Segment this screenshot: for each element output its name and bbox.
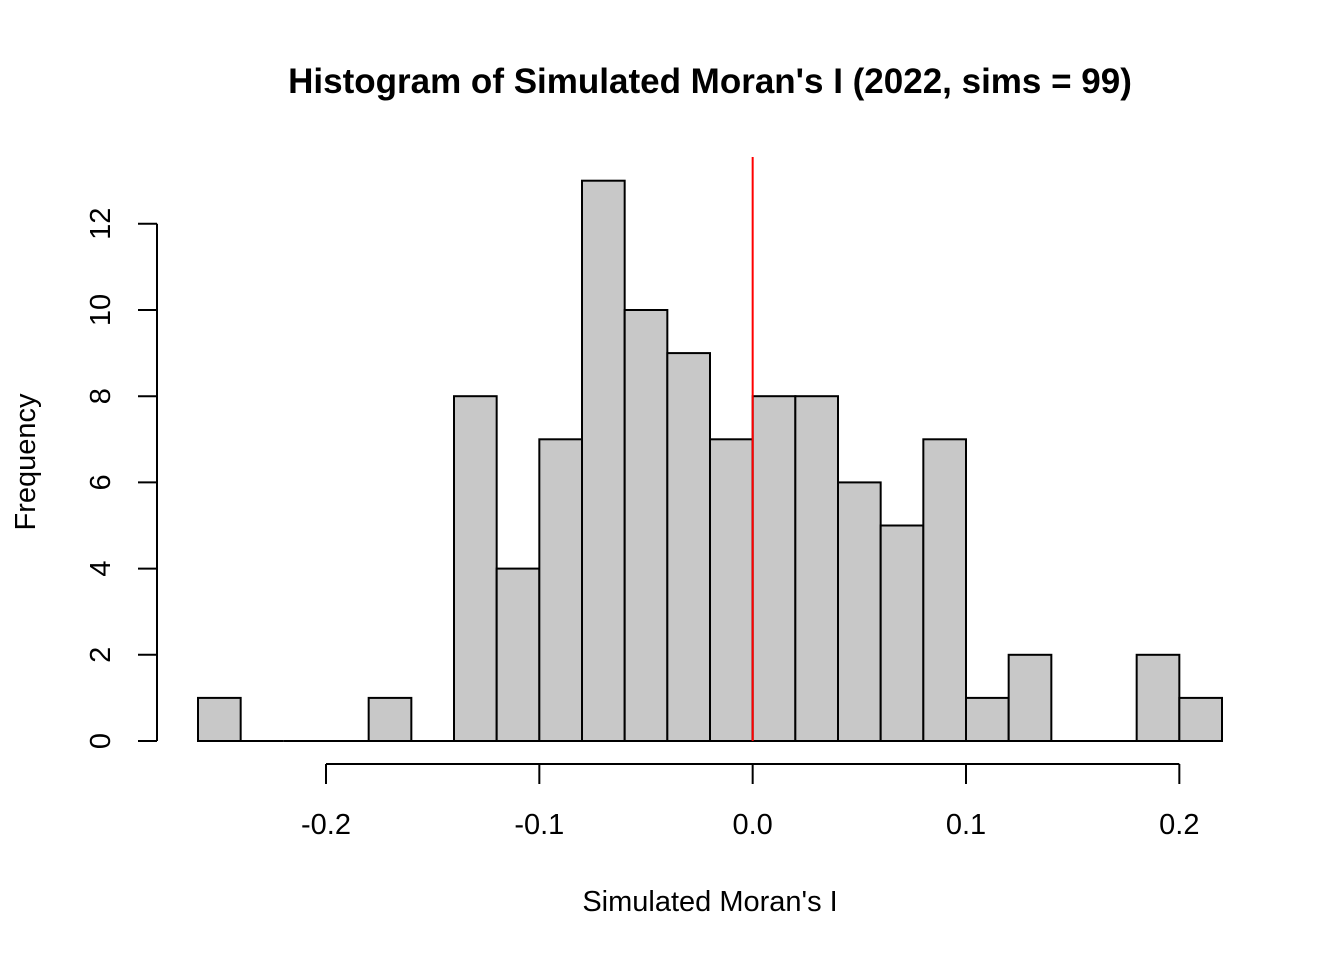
histogram-bar xyxy=(623,309,669,742)
y-tick-label: 10 xyxy=(85,294,117,326)
histogram-bar xyxy=(1135,653,1181,742)
bars-group xyxy=(197,179,1224,743)
histogram-bar xyxy=(581,179,626,742)
x-tick-label: -0.1 xyxy=(514,809,564,841)
y-tick-label: 12 xyxy=(85,208,117,240)
histogram-bar xyxy=(197,696,242,743)
y-axis-label: Frequency xyxy=(10,393,42,531)
histogram-bar xyxy=(922,438,967,742)
y-axis: 0 2 4 6 8 10 12 xyxy=(85,208,158,749)
x-axis: -0.2 -0.1 0.0 0.1 0.2 xyxy=(301,763,1199,841)
histogram-bar xyxy=(495,567,541,742)
y-tick-label: 4 xyxy=(85,561,117,577)
histogram-bar xyxy=(709,438,754,742)
histogram-bar xyxy=(837,481,882,742)
y-tick-label: 0 xyxy=(85,733,117,749)
x-tick-label: 0.0 xyxy=(733,809,773,841)
y-tick-label: 8 xyxy=(85,388,117,404)
x-axis-label: Simulated Moran's I xyxy=(582,886,837,918)
histogram-bar xyxy=(751,395,797,742)
x-tick-label: 0.2 xyxy=(1159,809,1199,841)
x-tick-label: 0.1 xyxy=(946,809,986,841)
histogram-bar xyxy=(965,696,1010,743)
y-tick-label: 2 xyxy=(85,647,117,663)
histogram-bar xyxy=(453,395,498,742)
y-tick-label: 6 xyxy=(85,474,117,490)
chart-title: Histogram of Simulated Moran's I (2022, … xyxy=(288,62,1132,101)
histogram-bar xyxy=(666,352,711,742)
x-tick-label: -0.2 xyxy=(301,809,351,841)
histogram-bar xyxy=(794,395,839,742)
histogram-bar xyxy=(1178,696,1224,743)
histogram-bar xyxy=(538,438,583,742)
histogram-bar xyxy=(1007,653,1053,742)
histogram-bar xyxy=(367,696,413,743)
histogram-bar xyxy=(879,524,925,742)
